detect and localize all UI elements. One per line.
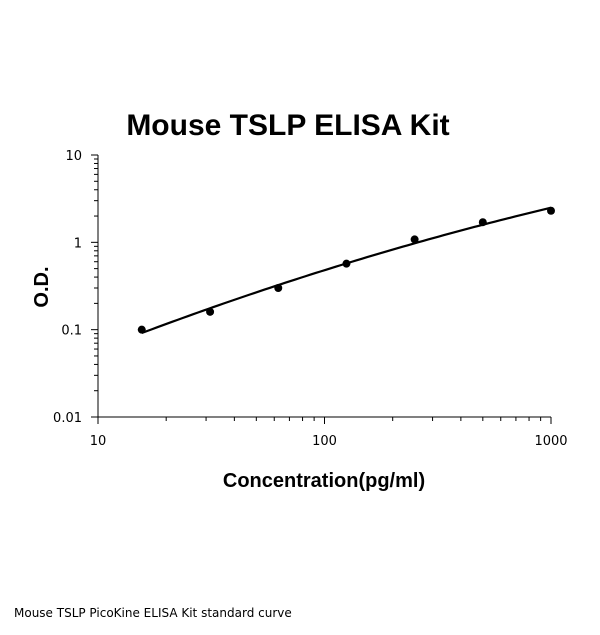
x-tick-label: 1000 bbox=[534, 434, 567, 449]
data-point bbox=[410, 235, 419, 244]
y-tick-label: 10 bbox=[65, 149, 82, 164]
data-point bbox=[137, 325, 146, 334]
data-point bbox=[547, 206, 555, 215]
fit-curve-series-0 bbox=[141, 206, 552, 335]
data-point bbox=[342, 259, 351, 268]
data-point bbox=[274, 283, 283, 292]
x-tick-label: 100 bbox=[312, 434, 337, 449]
chart-title: Mouse TSLP ELISA Kit bbox=[126, 109, 449, 142]
figure-caption: Mouse TSLP PicoKine ELISA Kit standard c… bbox=[14, 606, 292, 620]
x-axis-label: Concentration(pg/ml) bbox=[223, 470, 425, 492]
y-axis-label: O.D. bbox=[31, 266, 53, 307]
fitted-curve bbox=[141, 206, 552, 335]
y-tick-label: 0.01 bbox=[53, 411, 82, 426]
axes bbox=[91, 154, 552, 424]
tick-labels: 10 1 0.1 0.01 10 100 1000 bbox=[53, 149, 568, 449]
standard-curve-chart: Mouse TSLP ELISA Kit O.D. Concentration(… bbox=[31, 109, 568, 492]
data-point bbox=[206, 307, 215, 316]
y-tick-label: 0.1 bbox=[61, 324, 82, 339]
data-point bbox=[478, 218, 487, 227]
y-tick-label: 1 bbox=[74, 236, 82, 251]
x-tick-label: 10 bbox=[90, 434, 107, 449]
data-points bbox=[137, 206, 555, 334]
